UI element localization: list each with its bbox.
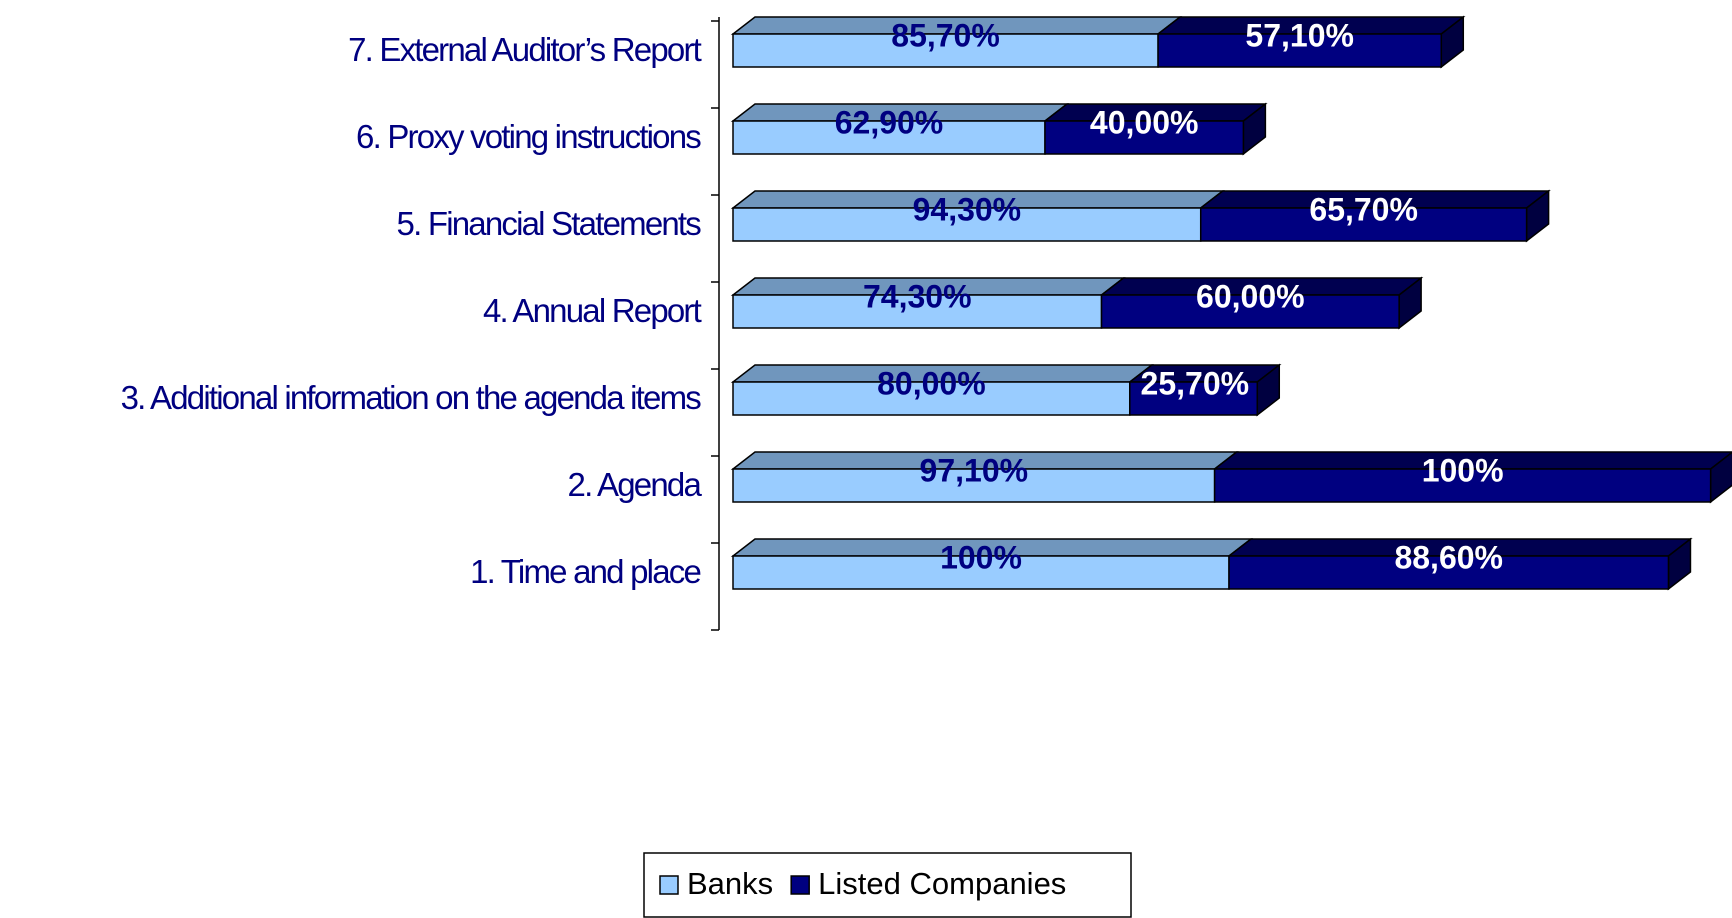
bar (732, 294, 1103, 329)
data-label: 94,30% (913, 191, 1022, 227)
data-label: 74,30% (863, 278, 972, 314)
data-label: 57,10% (1245, 17, 1354, 53)
data-label: 40,00% (1090, 104, 1199, 140)
category-label: 1. Time and place (470, 553, 700, 590)
data-label: 25,70% (1141, 365, 1250, 401)
data-label: 85,70% (891, 17, 1000, 53)
legend-label: Banks (687, 866, 773, 901)
legend-swatch (790, 875, 810, 895)
data-label: 65,70% (1309, 191, 1418, 227)
data-label: 100% (940, 539, 1022, 575)
bar (732, 468, 1216, 503)
bar (1100, 294, 1400, 329)
data-label: 100% (1422, 452, 1504, 488)
legend (643, 852, 1132, 918)
category-label: 4. Annual Report (483, 292, 702, 329)
bar (1228, 555, 1670, 590)
bar (732, 381, 1131, 416)
category-label: 3. Additional information on the agenda … (121, 379, 702, 416)
bar (732, 120, 1046, 155)
legend-swatch (659, 875, 679, 895)
bar (732, 555, 1230, 590)
data-label: 62,90% (835, 104, 944, 140)
category-label: 5. Financial Statements (397, 205, 702, 242)
data-label: 97,10% (920, 452, 1029, 488)
bar (1157, 33, 1443, 68)
category-label: 2. Agenda (568, 466, 703, 503)
bar (1213, 468, 1712, 503)
bar (1199, 207, 1528, 242)
bar (1044, 120, 1245, 155)
data-label: 88,60% (1394, 539, 1503, 575)
data-label: 80,00% (877, 365, 986, 401)
bar (1129, 381, 1259, 416)
data-label: 60,00% (1196, 278, 1305, 314)
category-label: 6. Proxy voting instructions (356, 118, 701, 155)
category-label: 7. External Auditor’s Report (348, 31, 702, 68)
legend-label: Listed Companies (818, 866, 1066, 901)
